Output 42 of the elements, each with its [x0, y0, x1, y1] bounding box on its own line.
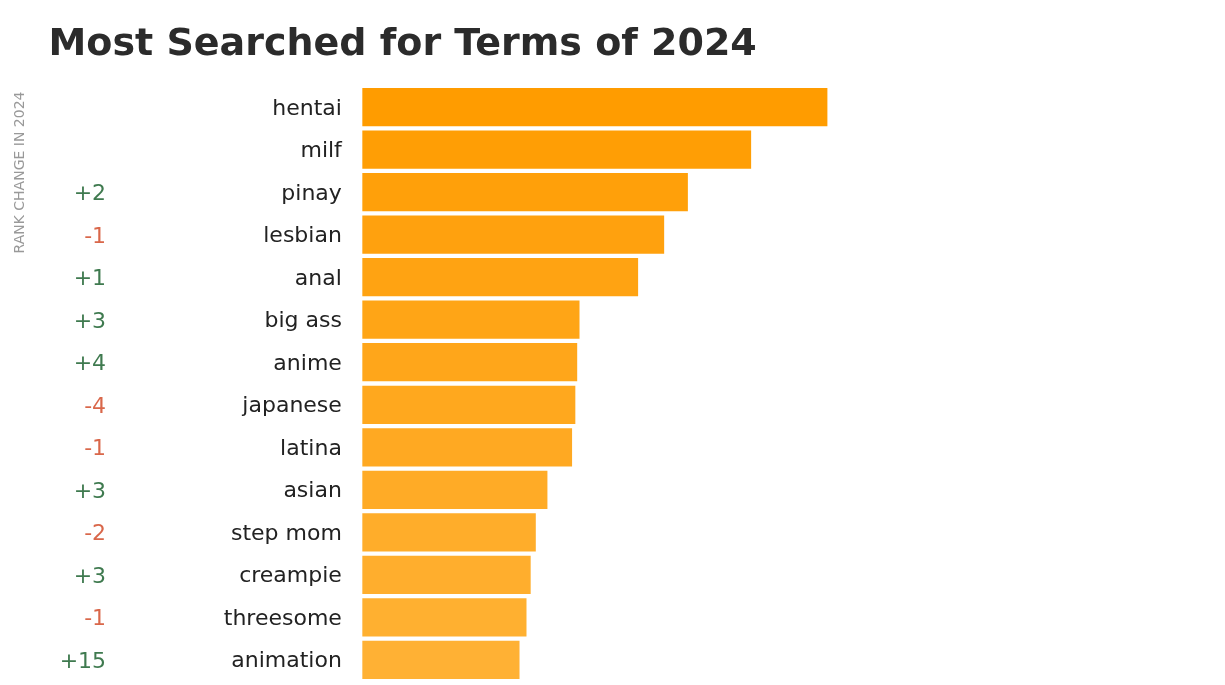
y-tick-label: creampie	[239, 562, 342, 588]
y-tick-label: anal	[294, 264, 342, 290]
bar	[362, 555, 531, 595]
bar	[362, 300, 580, 339]
bar	[362, 343, 578, 382]
bar	[362, 258, 639, 297]
y-tick-label: anime	[273, 349, 342, 375]
y-tick-label: asian	[283, 477, 342, 503]
text: -4	[84, 392, 107, 418]
bar	[362, 172, 688, 212]
text: RANK CHANGE IN 2024	[11, 91, 28, 254]
text: +4	[73, 350, 107, 376]
text: -1	[84, 435, 107, 461]
text: +3	[73, 307, 107, 333]
bar	[362, 130, 752, 169]
bar	[362, 470, 548, 509]
text: -1	[84, 222, 107, 248]
y-tick-label: hentai	[272, 94, 342, 120]
y-tick-label: japanese	[241, 392, 342, 418]
y-tick-label: pinay	[281, 179, 342, 205]
y-tick-label: latina	[280, 434, 342, 460]
text: +3	[73, 477, 107, 503]
text: -2	[84, 520, 107, 546]
bar	[362, 385, 576, 424]
bar	[362, 215, 665, 254]
y-tick-label: step mom	[230, 519, 342, 545]
y-tick-label: lesbian	[263, 222, 342, 248]
text: +15	[59, 647, 107, 673]
y-tick-label: milf	[300, 137, 344, 163]
text: +2	[73, 180, 107, 206]
bar	[362, 513, 536, 552]
bar	[362, 640, 520, 680]
bar	[362, 428, 573, 467]
y-tick-label: threesome	[223, 604, 342, 630]
y-tick-label: animation	[231, 647, 342, 673]
bar	[362, 598, 527, 637]
text: +1	[73, 265, 107, 291]
y-tick-label: big ass	[264, 307, 342, 333]
text: +3	[73, 562, 107, 588]
chart-title: Most Searched for Terms of 2024	[48, 20, 757, 64]
bar	[362, 87, 828, 127]
text: -1	[84, 605, 107, 631]
